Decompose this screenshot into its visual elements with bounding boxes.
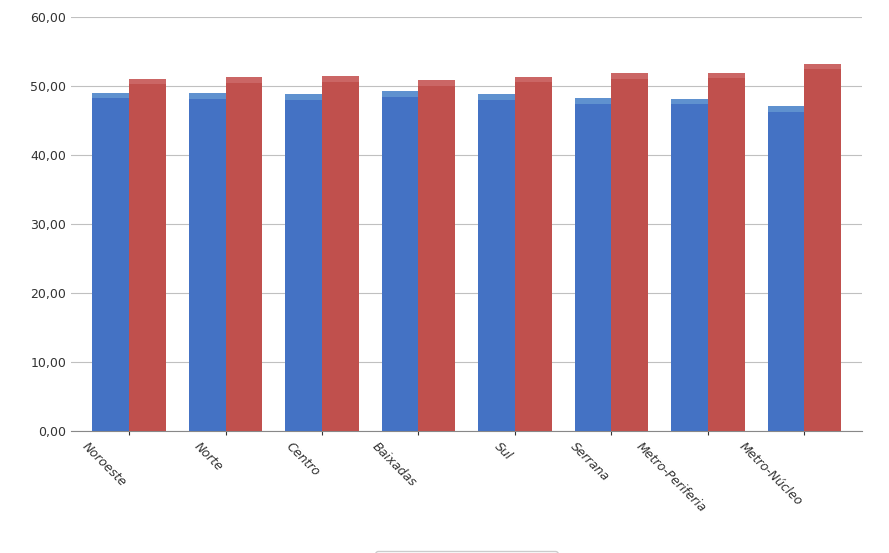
Bar <box>708 72 745 431</box>
Bar <box>188 93 226 431</box>
Bar <box>226 77 262 431</box>
Bar <box>92 93 129 431</box>
Bar <box>708 72 745 78</box>
Bar <box>285 94 322 431</box>
Bar <box>805 64 841 69</box>
Bar <box>805 64 841 431</box>
Bar <box>285 94 322 100</box>
Bar <box>515 77 552 82</box>
Bar <box>129 79 165 431</box>
Bar <box>768 107 805 112</box>
Bar <box>419 80 455 431</box>
Bar <box>188 93 226 99</box>
Bar <box>478 94 515 431</box>
Bar <box>575 98 612 104</box>
Bar <box>322 76 358 82</box>
Bar <box>612 74 648 431</box>
Bar <box>768 107 805 431</box>
Bar <box>671 99 708 431</box>
Bar <box>671 99 708 105</box>
Bar <box>129 79 165 85</box>
Bar <box>575 98 612 431</box>
Bar <box>381 91 419 431</box>
Bar <box>322 76 358 431</box>
Legend: Homem, Mulher: Homem, Mulher <box>375 551 558 553</box>
Bar <box>381 91 419 97</box>
Bar <box>419 80 455 86</box>
Bar <box>92 93 129 98</box>
Bar <box>226 77 262 83</box>
Bar <box>612 74 648 79</box>
Bar <box>515 77 552 431</box>
Bar <box>478 94 515 100</box>
